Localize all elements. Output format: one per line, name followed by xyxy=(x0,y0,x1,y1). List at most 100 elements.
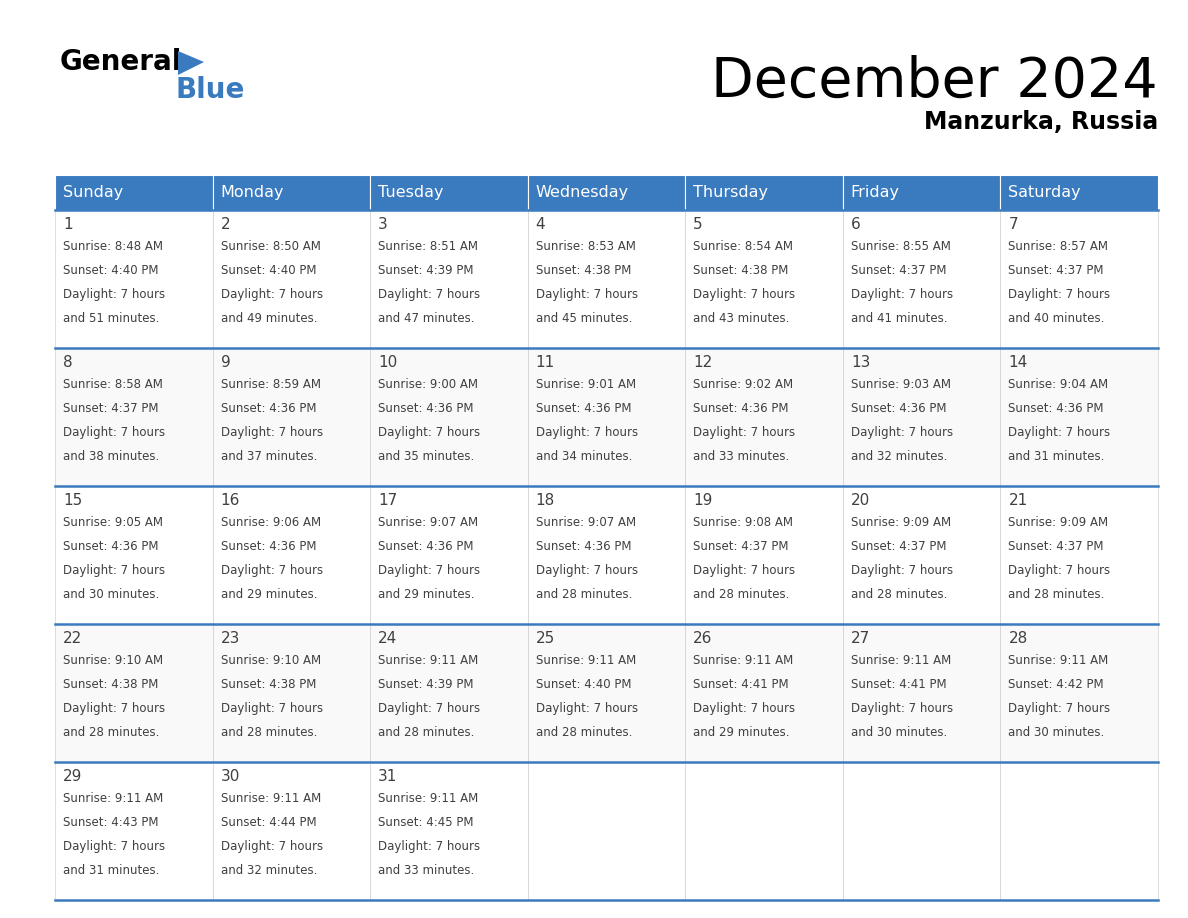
Bar xyxy=(527,486,685,624)
Text: Sunset: 4:45 PM: Sunset: 4:45 PM xyxy=(378,816,474,829)
Bar xyxy=(842,210,1000,348)
Bar xyxy=(371,762,527,900)
Text: Daylight: 7 hours: Daylight: 7 hours xyxy=(221,840,323,854)
Text: Sunset: 4:36 PM: Sunset: 4:36 PM xyxy=(694,402,789,415)
Bar xyxy=(213,486,371,624)
Text: 5: 5 xyxy=(694,217,703,232)
Text: 21: 21 xyxy=(1009,493,1028,508)
Text: Sunrise: 9:05 AM: Sunrise: 9:05 AM xyxy=(63,516,163,529)
Text: and 35 minutes.: and 35 minutes. xyxy=(378,451,474,464)
Text: Daylight: 7 hours: Daylight: 7 hours xyxy=(221,288,323,301)
Text: 27: 27 xyxy=(851,631,870,646)
Text: Daylight: 7 hours: Daylight: 7 hours xyxy=(694,565,796,577)
Text: and 32 minutes.: and 32 minutes. xyxy=(851,451,947,464)
Text: and 33 minutes.: and 33 minutes. xyxy=(378,865,474,878)
Bar xyxy=(685,210,842,348)
Bar xyxy=(685,486,842,624)
Bar xyxy=(371,210,527,348)
Text: Friday: Friday xyxy=(851,185,899,200)
Text: Daylight: 7 hours: Daylight: 7 hours xyxy=(536,702,638,715)
Text: Sunset: 4:37 PM: Sunset: 4:37 PM xyxy=(1009,540,1104,554)
Text: 20: 20 xyxy=(851,493,870,508)
Bar xyxy=(55,348,213,486)
Text: Daylight: 7 hours: Daylight: 7 hours xyxy=(378,702,480,715)
Text: Sunset: 4:37 PM: Sunset: 4:37 PM xyxy=(63,402,158,415)
Text: Sunrise: 8:57 AM: Sunrise: 8:57 AM xyxy=(1009,240,1108,253)
Text: Sunrise: 8:50 AM: Sunrise: 8:50 AM xyxy=(221,240,321,253)
Text: and 30 minutes.: and 30 minutes. xyxy=(1009,726,1105,740)
Polygon shape xyxy=(178,51,204,75)
Text: Sunset: 4:39 PM: Sunset: 4:39 PM xyxy=(378,264,474,277)
Text: 24: 24 xyxy=(378,631,398,646)
Text: and 32 minutes.: and 32 minutes. xyxy=(221,865,317,878)
Bar xyxy=(527,175,685,210)
Text: 9: 9 xyxy=(221,355,230,370)
Text: and 30 minutes.: and 30 minutes. xyxy=(851,726,947,740)
Bar xyxy=(842,762,1000,900)
Bar xyxy=(371,175,527,210)
Text: Sunrise: 8:58 AM: Sunrise: 8:58 AM xyxy=(63,378,163,391)
Text: and 43 minutes.: and 43 minutes. xyxy=(694,312,790,326)
Text: and 29 minutes.: and 29 minutes. xyxy=(694,726,790,740)
Text: Blue: Blue xyxy=(175,76,245,104)
Text: 30: 30 xyxy=(221,769,240,784)
Bar xyxy=(55,486,213,624)
Text: Sunrise: 9:11 AM: Sunrise: 9:11 AM xyxy=(536,654,636,667)
Text: Sunset: 4:41 PM: Sunset: 4:41 PM xyxy=(851,678,947,691)
Bar xyxy=(685,175,842,210)
Text: Sunset: 4:36 PM: Sunset: 4:36 PM xyxy=(378,540,474,554)
Text: Daylight: 7 hours: Daylight: 7 hours xyxy=(536,565,638,577)
Bar xyxy=(842,624,1000,762)
Text: 14: 14 xyxy=(1009,355,1028,370)
Text: 26: 26 xyxy=(694,631,713,646)
Text: 22: 22 xyxy=(63,631,82,646)
Text: Daylight: 7 hours: Daylight: 7 hours xyxy=(378,426,480,440)
Bar xyxy=(213,210,371,348)
Bar xyxy=(1000,624,1158,762)
Text: 15: 15 xyxy=(63,493,82,508)
Bar xyxy=(1000,486,1158,624)
Text: Sunset: 4:36 PM: Sunset: 4:36 PM xyxy=(1009,402,1104,415)
Text: Sunset: 4:40 PM: Sunset: 4:40 PM xyxy=(63,264,158,277)
Text: Daylight: 7 hours: Daylight: 7 hours xyxy=(851,426,953,440)
Text: Sunrise: 8:59 AM: Sunrise: 8:59 AM xyxy=(221,378,321,391)
Text: Daylight: 7 hours: Daylight: 7 hours xyxy=(694,702,796,715)
Text: Daylight: 7 hours: Daylight: 7 hours xyxy=(1009,288,1111,301)
Text: 19: 19 xyxy=(694,493,713,508)
Text: Daylight: 7 hours: Daylight: 7 hours xyxy=(63,426,165,440)
Text: 12: 12 xyxy=(694,355,713,370)
Text: Sunset: 4:40 PM: Sunset: 4:40 PM xyxy=(536,678,631,691)
Text: Daylight: 7 hours: Daylight: 7 hours xyxy=(851,702,953,715)
Text: Sunset: 4:39 PM: Sunset: 4:39 PM xyxy=(378,678,474,691)
Bar xyxy=(55,175,213,210)
Text: 28: 28 xyxy=(1009,631,1028,646)
Text: Sunrise: 9:11 AM: Sunrise: 9:11 AM xyxy=(851,654,952,667)
Text: 4: 4 xyxy=(536,217,545,232)
Text: Daylight: 7 hours: Daylight: 7 hours xyxy=(63,702,165,715)
Text: Sunrise: 8:53 AM: Sunrise: 8:53 AM xyxy=(536,240,636,253)
Text: 16: 16 xyxy=(221,493,240,508)
Bar xyxy=(527,624,685,762)
Text: 1: 1 xyxy=(63,217,72,232)
Bar xyxy=(371,486,527,624)
Text: and 45 minutes.: and 45 minutes. xyxy=(536,312,632,326)
Text: 18: 18 xyxy=(536,493,555,508)
Text: Daylight: 7 hours: Daylight: 7 hours xyxy=(851,288,953,301)
Bar xyxy=(213,762,371,900)
Bar xyxy=(1000,175,1158,210)
Text: Sunset: 4:36 PM: Sunset: 4:36 PM xyxy=(378,402,474,415)
Text: and 41 minutes.: and 41 minutes. xyxy=(851,312,947,326)
Text: Sunrise: 9:01 AM: Sunrise: 9:01 AM xyxy=(536,378,636,391)
Text: and 31 minutes.: and 31 minutes. xyxy=(63,865,159,878)
Text: Daylight: 7 hours: Daylight: 7 hours xyxy=(221,565,323,577)
Text: Sunset: 4:37 PM: Sunset: 4:37 PM xyxy=(694,540,789,554)
Text: 3: 3 xyxy=(378,217,388,232)
Text: Thursday: Thursday xyxy=(694,185,769,200)
Text: Daylight: 7 hours: Daylight: 7 hours xyxy=(536,288,638,301)
Text: Daylight: 7 hours: Daylight: 7 hours xyxy=(378,288,480,301)
Text: and 31 minutes.: and 31 minutes. xyxy=(1009,451,1105,464)
Text: Monday: Monday xyxy=(221,185,284,200)
Text: Sunset: 4:43 PM: Sunset: 4:43 PM xyxy=(63,816,158,829)
Bar xyxy=(213,175,371,210)
Text: and 29 minutes.: and 29 minutes. xyxy=(221,588,317,601)
